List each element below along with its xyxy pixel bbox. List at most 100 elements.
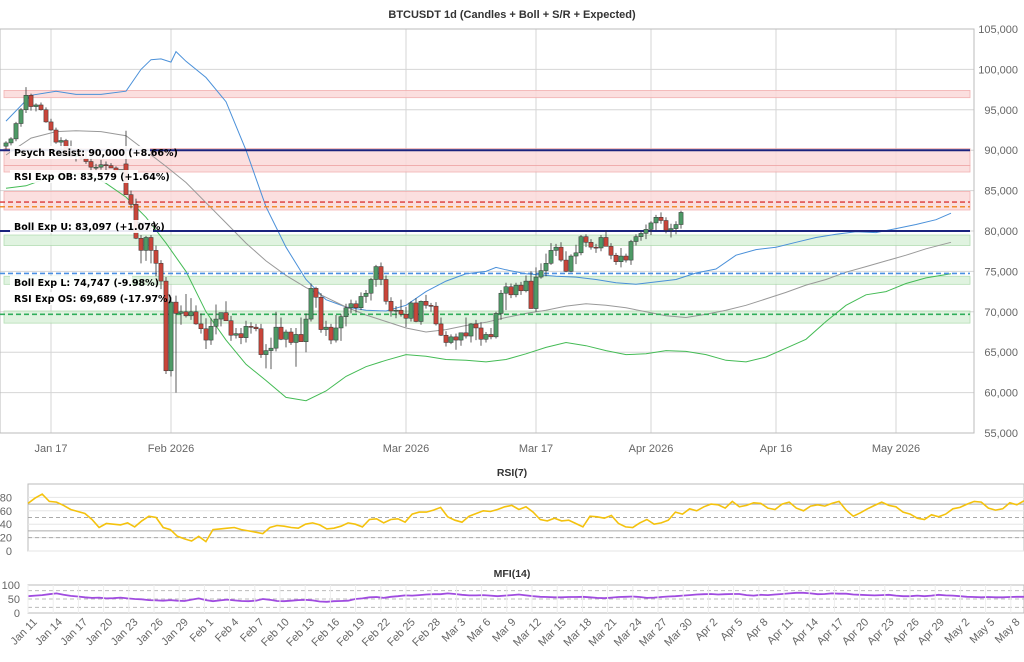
candle-body [413, 302, 419, 322]
x-tick-label: Jan 17 [34, 443, 67, 455]
candle-body [368, 279, 374, 294]
level-label-box [10, 220, 153, 233]
candle-body [188, 311, 194, 317]
candle-body [223, 312, 229, 321]
date-tick-label: Apr 20 [840, 616, 871, 647]
candle-body [603, 237, 609, 247]
level-label: Boll Exp U: 83,097 (+1.07%) [14, 222, 165, 233]
candle-body [88, 161, 94, 168]
candle-body [663, 220, 669, 231]
candle-body [53, 129, 59, 143]
candle-body [38, 104, 44, 111]
candle-body [193, 311, 199, 325]
y-tick-label: 85,000 [984, 186, 1018, 198]
date-tick-label: Apr 26 [890, 616, 921, 647]
candle-body [423, 301, 429, 306]
candle-body [648, 222, 654, 230]
level-label-box [10, 292, 142, 305]
main-chart-title: BTCUSDT 1d (Candles + Boll + S/R + Expec… [388, 9, 636, 21]
candle-body [543, 263, 549, 271]
y-tick-label: 80,000 [984, 226, 1018, 238]
rsi-y-tick-label: 0 [6, 546, 12, 558]
date-tick-label: Mar 6 [465, 616, 493, 644]
candle-body [348, 303, 354, 309]
candle-body [248, 326, 254, 328]
candle-body [8, 138, 14, 144]
resistance-zone [3, 191, 971, 211]
date-tick-label: Jan 29 [159, 616, 191, 648]
candle-body [653, 217, 659, 224]
y-tick-label: 90,000 [984, 145, 1018, 157]
candle-body [58, 140, 64, 143]
main-price-panel: 55,000 60,000 65,000 70,000 75,000 80,000 85,0… [0, 24, 1018, 455]
candle-body [273, 326, 279, 349]
candle-body [258, 328, 264, 355]
level-label: RSI Exp OB: 83,579 (+1.64%) [14, 172, 170, 183]
candle-body [673, 224, 679, 229]
candle-body [228, 320, 234, 336]
level-label-box [10, 170, 138, 183]
candle-body [173, 301, 179, 314]
candle-body [493, 313, 499, 338]
candle-body [138, 238, 144, 251]
x-tick-label: Feb 2026 [148, 443, 194, 455]
rsi-chart-title: RSI(7) [497, 467, 527, 479]
candle-body [498, 292, 504, 314]
candle-body [598, 237, 604, 249]
date-tick-label: Apr 29 [916, 616, 947, 647]
candle-body [553, 246, 559, 251]
candle-body [183, 311, 189, 317]
candle-body [588, 242, 594, 248]
y-tick-label: 100,000 [978, 64, 1018, 76]
candle-body [513, 284, 519, 296]
candle-body [503, 286, 509, 294]
candle-body [143, 237, 149, 251]
mfi-y-tick-label: 100 [2, 580, 20, 592]
date-tick-label: Jan 14 [33, 616, 65, 648]
candle-body [633, 236, 639, 242]
candle-body [158, 263, 164, 282]
candle-body [213, 318, 219, 327]
date-tick-label: Jan 20 [84, 616, 116, 648]
y-tick-label: 65,000 [984, 347, 1018, 359]
x-tick-label: Apr 2026 [629, 443, 674, 455]
date-tick-label: Feb 4 [213, 616, 241, 644]
candle-body [488, 334, 494, 338]
candle-body [178, 311, 184, 314]
level-label-box [10, 146, 150, 159]
candle-body [333, 327, 339, 341]
candle-body [343, 307, 349, 317]
candle-body [408, 302, 414, 319]
candle-body [473, 323, 479, 329]
date-tick-label: May 8 [993, 616, 1023, 646]
level-label: Boll Exp L: 74,747 (-9.98%) [14, 278, 159, 289]
x-tick-label: Mar 2026 [383, 443, 429, 455]
candle-body [198, 323, 204, 330]
candle-body [523, 280, 529, 292]
main-plot-frame [0, 28, 975, 434]
candle-body [438, 323, 444, 336]
date-tick-label: Feb 1 [188, 616, 216, 644]
candle-body [353, 303, 359, 309]
support-zone [3, 275, 971, 285]
candle-body [583, 236, 589, 243]
y-tick-label: 60,000 [984, 388, 1018, 400]
candle-body [233, 333, 239, 336]
candle-body [623, 255, 629, 261]
candle-body [508, 286, 514, 296]
candle-body [383, 279, 389, 302]
bollinger-middle-band [5, 130, 952, 333]
candle-body [308, 288, 314, 320]
candle-body [418, 301, 424, 322]
level-label: RSI Exp OS: 69,689 (-17.97%) [14, 294, 172, 305]
candle-body [253, 326, 259, 330]
resistance-zone [3, 165, 971, 173]
candle-body [3, 142, 9, 147]
y-tick-label: 105,000 [978, 24, 1018, 36]
candle-body [428, 305, 434, 307]
candle-body [108, 165, 114, 169]
date-tick-label: Jan 17 [58, 616, 90, 648]
candle-body [13, 123, 19, 140]
level-label-box [10, 276, 132, 289]
